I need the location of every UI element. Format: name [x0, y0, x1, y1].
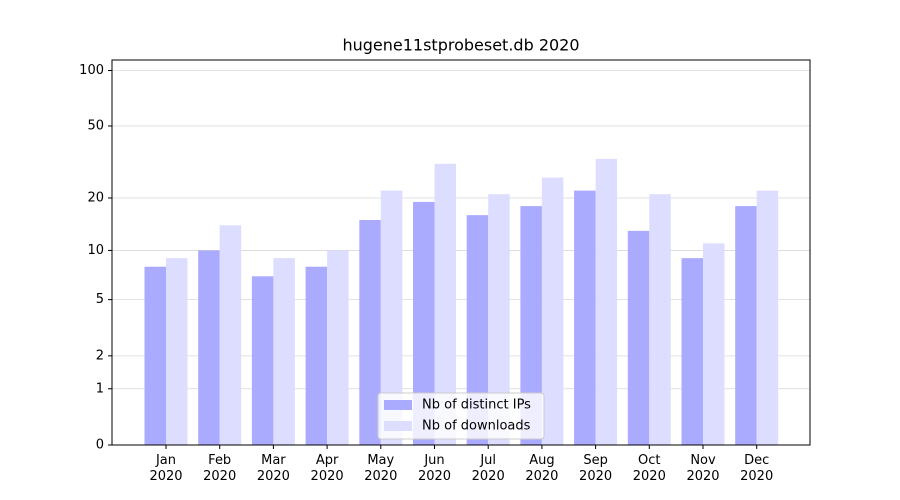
x-tick-label: Mar 2020 — [256, 453, 290, 484]
bar — [466, 215, 489, 445]
bar — [219, 225, 242, 445]
bar — [681, 258, 703, 445]
bar — [144, 266, 166, 445]
x-tick-label: May 2020 — [364, 453, 398, 484]
bar — [434, 163, 456, 445]
legend-label: Nb of downloads — [422, 419, 531, 434]
x-tick-label: Aug 2020 — [525, 453, 559, 484]
bar — [166, 258, 188, 445]
y-tick-label: 2 — [96, 348, 104, 363]
axes-frame — [111, 59, 811, 446]
x-tick-label: Jun 2020 — [417, 453, 452, 484]
y-tick-label: 100 — [79, 63, 104, 78]
y-tick-label: 0 — [96, 438, 104, 453]
bar — [327, 250, 349, 445]
y-tick-label: 10 — [87, 243, 104, 258]
chart-title: hugene11stprobeset.db 2020 — [342, 36, 579, 55]
y-tick-label: 1 — [96, 381, 104, 396]
bar — [595, 158, 618, 445]
bar — [541, 177, 564, 445]
y-tick-label: 50 — [87, 118, 104, 133]
bar — [273, 258, 295, 445]
x-tick-label: Apr 2020 — [310, 453, 344, 484]
bar — [520, 206, 542, 445]
bar — [251, 276, 274, 445]
bar — [413, 201, 435, 445]
x-tick-label: Oct 2020 — [632, 453, 666, 484]
bar — [305, 266, 328, 445]
x-tick-label: Sep 2020 — [579, 453, 613, 484]
x-tick-label: Jan 2020 — [149, 453, 183, 484]
y-tick-label: 5 — [96, 292, 104, 307]
bar — [627, 230, 650, 445]
x-tick-label: Nov 2020 — [686, 453, 720, 484]
legend-label: Nb of distinct IPs — [422, 398, 531, 413]
bar — [649, 194, 671, 445]
bar — [703, 243, 725, 445]
x-tick-label: Dec 2020 — [740, 453, 774, 484]
bar — [380, 190, 403, 445]
bar — [359, 220, 381, 445]
bar — [574, 190, 596, 445]
bar — [198, 250, 220, 445]
y-tick-label: 20 — [87, 190, 104, 205]
legend-swatch — [384, 421, 412, 431]
bar — [735, 206, 757, 445]
legend-swatch — [384, 400, 412, 410]
x-tick-label: Jul 2020 — [471, 453, 505, 484]
legend-box — [377, 392, 545, 440]
bar — [756, 190, 779, 445]
bar — [488, 194, 510, 445]
x-tick-label: Feb 2020 — [203, 453, 237, 484]
